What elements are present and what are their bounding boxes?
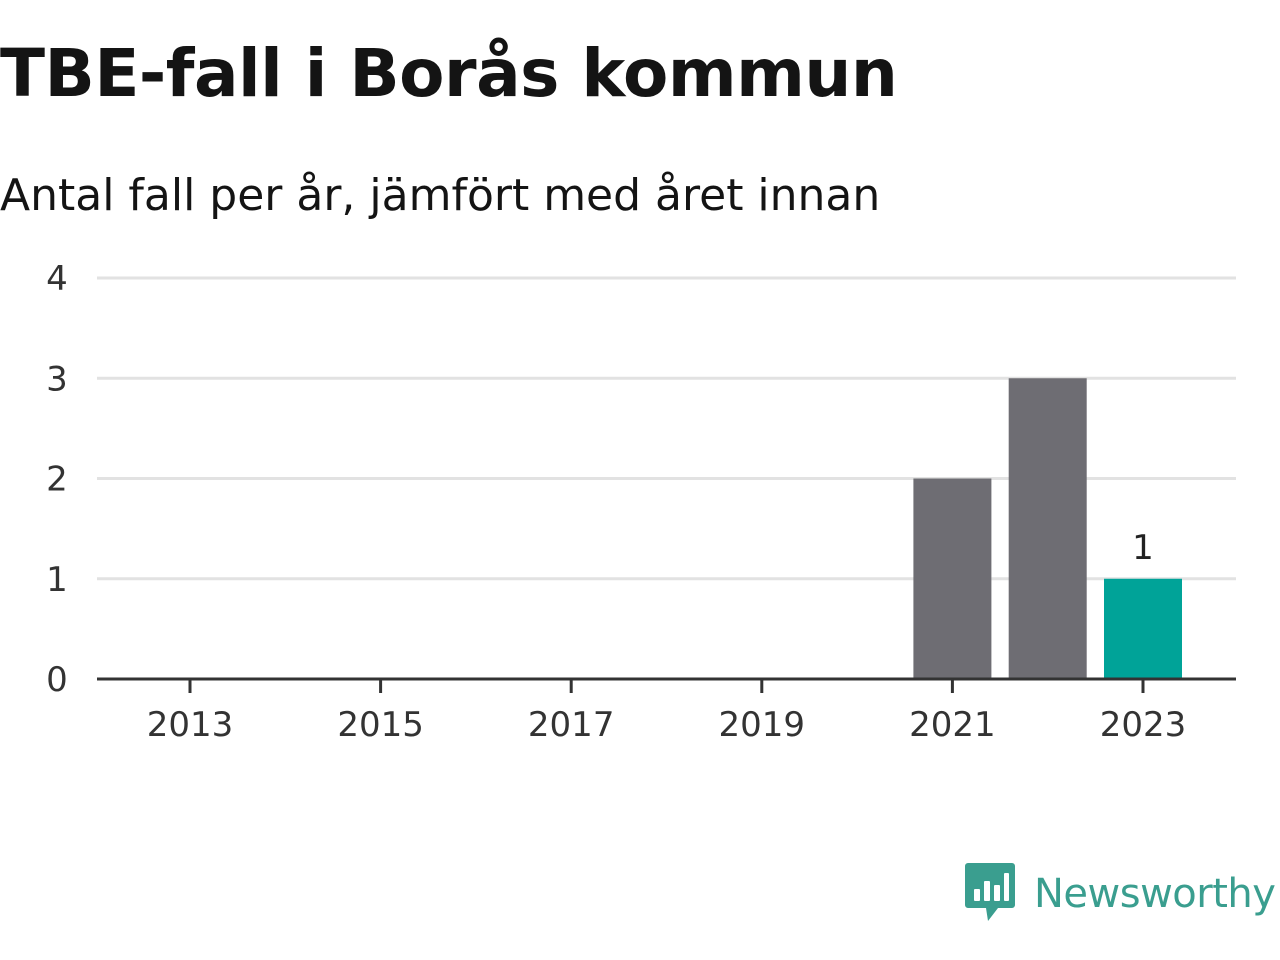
newsworthy-logo-icon <box>964 861 1016 927</box>
bar-2022 <box>1008 378 1087 679</box>
y-tick-label: 0 <box>46 660 68 700</box>
x-tick-label: 2017 <box>528 705 615 745</box>
x-tick-label: 2019 <box>719 705 806 745</box>
x-tick-label: 2023 <box>1100 705 1187 745</box>
data-label-2023: 1 <box>1132 528 1154 568</box>
bar-chart: 0 1 2 3 4 2013 2015 2017 2019 2021 2023 1 <box>46 259 1236 745</box>
x-tick-label: 2013 <box>147 705 234 745</box>
y-tick-label: 3 <box>46 359 68 399</box>
newsworthy-brand: Newsworthy <box>964 861 1276 927</box>
x-tick-label: 2021 <box>909 705 996 745</box>
y-tick-label: 2 <box>46 460 68 500</box>
bars <box>913 378 1182 679</box>
x-axis-ticks: 2013 2015 2017 2019 2021 2023 <box>147 679 1187 745</box>
bar-2023 <box>1104 578 1182 679</box>
x-tick-label: 2015 <box>337 705 424 745</box>
data-labels: 1 <box>1132 528 1154 568</box>
y-tick-label: 4 <box>46 259 68 299</box>
chart-title: TBE-fall i Borås kommun <box>0 35 898 112</box>
y-axis-ticks: 0 1 2 3 4 <box>46 259 68 700</box>
newsworthy-brand-name: Newsworthy <box>1034 871 1276 917</box>
bar-2021 <box>913 478 992 679</box>
y-tick-label: 1 <box>46 560 68 600</box>
chart-subtitle: Antal fall per år, jämfört med året inna… <box>0 170 881 221</box>
